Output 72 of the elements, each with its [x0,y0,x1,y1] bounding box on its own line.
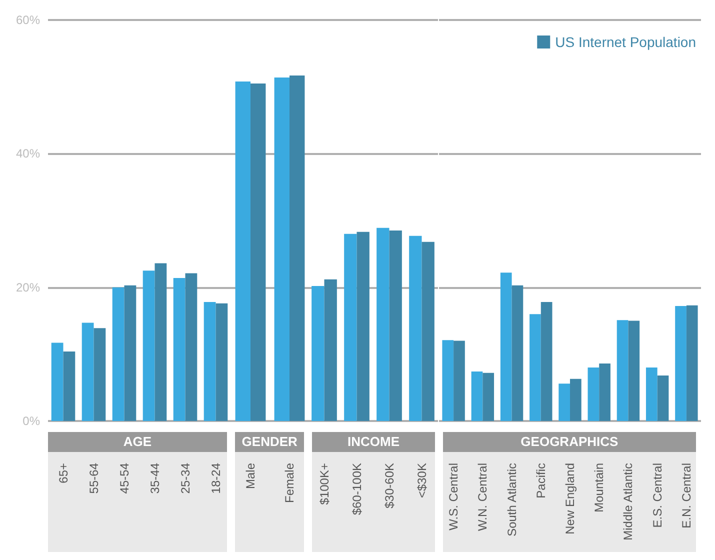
bar [529,314,540,421]
x-tick-label: Middle Atlantic [620,463,635,540]
legend-label: US Internet Population [554,34,696,50]
bar [674,306,686,421]
x-tick-label: E.N. Central [679,463,694,528]
bar [376,228,390,421]
bar [598,364,610,421]
bar [453,340,465,421]
x-tick-label: <$30K [415,463,430,498]
x-tick-label: Female [282,462,296,504]
x-tick-label: $60-100K [350,463,364,516]
x-tick-label: Male [243,462,258,490]
bar [656,376,668,421]
y-tick-label: 60% [16,13,40,27]
bar [235,81,250,421]
bar [94,328,106,421]
bar [628,320,640,421]
text: INCOME [312,432,435,452]
bar [409,236,422,421]
bar [482,372,494,421]
y-tick-label: 40% [16,146,40,161]
bar [289,75,305,421]
text: GENDER [234,432,304,452]
x-tick-label: W.N. Central [475,463,490,532]
bar [63,351,76,421]
x-tick-label: 55-64 [86,462,101,494]
x-tick-label: Pacific [533,463,548,498]
bar [204,302,216,421]
bar [154,263,167,421]
bar [616,320,628,421]
bar [500,272,512,421]
bar [312,286,325,421]
bar [686,305,698,421]
bar [216,303,228,421]
bar [470,372,482,421]
x-tick-label: $30-60K [382,463,397,508]
bar [442,340,454,421]
y-tick-label: 0% [22,414,40,428]
bar [82,322,94,421]
x-tick-label: Mountain [592,463,606,512]
x-tick-label: New England [562,463,577,534]
x-tick-label: 35-44 [148,462,162,494]
x-tick-label: E.S. Central [650,463,664,528]
x-tick-label: 25-34 [178,462,192,494]
bar [344,234,358,421]
bar [422,242,435,421]
bar [274,77,290,421]
bar [357,232,370,421]
x-tick-label: W.S. Central [446,463,460,530]
bar [185,273,198,421]
x-tick-label: 65+ [56,463,70,484]
bar [124,285,136,421]
bar [646,368,657,421]
bar [558,384,570,421]
bar [324,279,338,421]
bar [142,270,155,421]
y-tick-label: 20% [16,280,40,294]
bar [540,302,552,421]
bar [570,378,581,421]
text: AGE [48,432,227,452]
x-tick-label: South Atlantic [504,463,518,536]
bar [390,230,402,421]
x-tick-label: 18-24 [208,462,223,494]
text: GEOGRAPHICS [442,432,696,452]
x-tick-label: 45-54 [117,462,132,494]
bar [587,368,599,421]
bar [51,342,64,421]
bar [511,285,523,421]
bar [250,83,266,421]
bar [112,287,124,421]
x-tick-label: $100K+ [318,463,332,505]
bar [173,278,186,421]
